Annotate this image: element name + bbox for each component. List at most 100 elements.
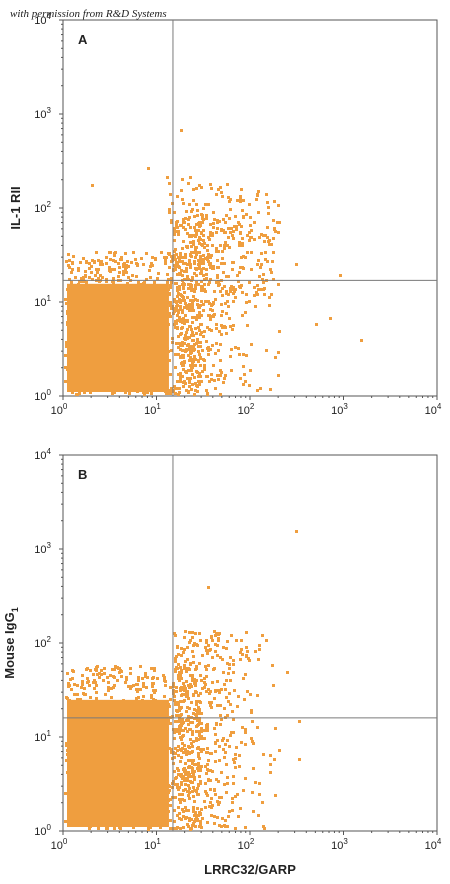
event-dot [122, 731, 125, 734]
event-dot [131, 354, 134, 357]
event-dot [118, 319, 121, 322]
event-dot [107, 784, 110, 787]
event-dot [107, 373, 110, 376]
event-dot [183, 685, 186, 688]
event-dot [170, 307, 173, 310]
event-dot [164, 312, 167, 315]
event-dot [164, 702, 167, 705]
event-dot [235, 639, 238, 642]
event-dot [270, 293, 273, 296]
event-dot [191, 316, 194, 319]
event-dot [138, 749, 141, 752]
event-dot [176, 319, 179, 322]
event-dot [79, 351, 82, 354]
event-dot [174, 268, 177, 271]
event-dot [107, 689, 110, 692]
event-dot [179, 254, 182, 257]
event-dot [226, 776, 229, 779]
event-dot [143, 700, 146, 703]
event-dot [252, 810, 255, 813]
event-dot [184, 253, 187, 256]
event-dot [154, 689, 157, 692]
event-dot [199, 364, 202, 367]
event-dot [202, 262, 205, 265]
event-dot [210, 378, 213, 381]
event-dot [197, 229, 200, 232]
event-dot [181, 344, 184, 347]
event-dot [83, 391, 86, 394]
event-dot [130, 685, 133, 688]
event-dot [200, 380, 203, 383]
event-dot [199, 823, 202, 826]
event-dot [166, 347, 169, 350]
event-dot [151, 264, 154, 267]
event-dot [245, 293, 248, 296]
event-dot [178, 793, 181, 796]
event-dot [65, 759, 68, 762]
event-dot [182, 240, 185, 243]
event-dot [206, 821, 209, 824]
event-dot [223, 683, 226, 686]
event-dot [80, 738, 83, 741]
event-dot [129, 687, 132, 690]
event-dot [65, 742, 68, 745]
event-dot [227, 305, 230, 308]
event-dot [258, 275, 261, 278]
event-dot [211, 681, 214, 684]
event-dot [198, 265, 201, 268]
event-dot [65, 260, 68, 263]
event-dot [182, 356, 185, 359]
event-dot [128, 762, 131, 765]
event-dot [136, 817, 139, 820]
event-dot [200, 808, 203, 811]
event-dot [204, 257, 207, 260]
event-dot [84, 320, 87, 323]
event-dot [250, 709, 253, 712]
event-dot [220, 324, 223, 327]
event-dot [77, 267, 80, 270]
event-dot [85, 725, 88, 728]
event-dot [104, 709, 107, 712]
event-dot [127, 731, 130, 734]
event-dot [155, 345, 158, 348]
event-dot [175, 224, 178, 227]
event-dot [191, 383, 194, 386]
event-dot [195, 815, 198, 818]
event-dot [88, 768, 91, 771]
event-dot [163, 289, 166, 292]
event-dot [188, 303, 191, 306]
event-dot [88, 792, 91, 795]
event-dot [224, 241, 227, 244]
event-dot [73, 714, 76, 717]
event-dot [232, 286, 235, 289]
event-dot [194, 327, 197, 330]
event-dot [193, 393, 196, 396]
event-dot [262, 753, 265, 756]
event-dot [142, 337, 145, 340]
event-dot [135, 683, 138, 686]
event-dot [94, 352, 97, 355]
event-dot [123, 763, 126, 766]
event-dot [244, 256, 247, 259]
event-dot [239, 195, 242, 198]
event-dot [193, 820, 196, 823]
event-dot [231, 797, 234, 800]
event-dot [93, 804, 96, 807]
event-dot [100, 296, 103, 299]
event-dot [106, 779, 109, 782]
event-dot [298, 758, 301, 761]
event-dot [213, 290, 216, 293]
event-dot [194, 284, 197, 287]
event-dot [174, 796, 177, 799]
event-dot [183, 744, 186, 747]
event-dot [225, 332, 228, 335]
event-dot [67, 764, 70, 767]
event-dot [127, 685, 130, 688]
event-dot [110, 742, 113, 745]
event-dot [189, 359, 192, 362]
event-dot [131, 813, 134, 816]
event-dot [210, 329, 213, 332]
event-dot [156, 714, 159, 717]
event-dot [102, 747, 105, 750]
event-dot [232, 230, 235, 233]
